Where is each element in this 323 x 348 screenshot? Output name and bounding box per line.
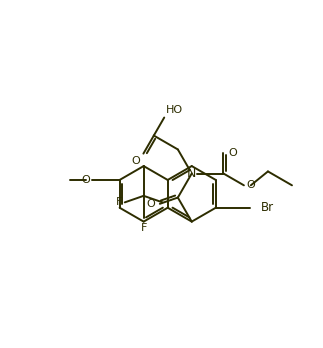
Text: O: O	[247, 180, 255, 190]
Text: F: F	[165, 197, 172, 207]
Text: F: F	[115, 197, 122, 207]
Text: O: O	[132, 156, 141, 166]
Text: Br: Br	[260, 201, 274, 214]
Text: HO: HO	[166, 104, 183, 114]
Text: O: O	[146, 199, 155, 209]
Text: F: F	[141, 223, 147, 232]
Text: O: O	[228, 148, 237, 158]
Text: O: O	[81, 175, 90, 185]
Text: N: N	[187, 167, 196, 180]
